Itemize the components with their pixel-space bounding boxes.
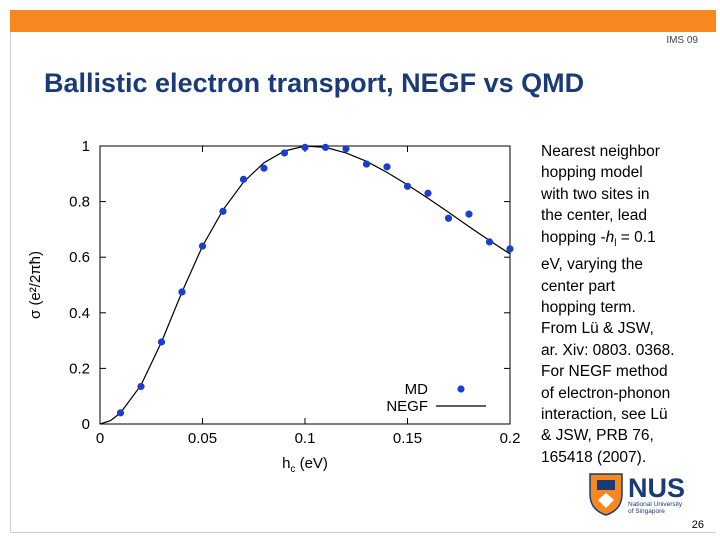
md-point bbox=[362, 160, 371, 168]
legend-label-negf: NEGF bbox=[386, 398, 428, 415]
note-line: hopping model bbox=[541, 164, 643, 182]
note-line: center part bbox=[541, 277, 616, 295]
md-point bbox=[116, 409, 125, 417]
y-tick-label: 0.6 bbox=[69, 249, 90, 266]
md-point bbox=[137, 382, 145, 391]
x-tick-label: 0 bbox=[96, 430, 104, 447]
x-tick-label: 0.15 bbox=[393, 430, 422, 447]
note-line: interaction, see Lü bbox=[541, 405, 668, 423]
md-point bbox=[157, 338, 166, 346]
md-point bbox=[485, 238, 494, 246]
x-tick-label: 0.1 bbox=[295, 430, 316, 447]
md-point bbox=[465, 210, 473, 218]
left-divider bbox=[10, 32, 11, 532]
note-line: of electron-phonon bbox=[541, 384, 671, 402]
y-tick-label: 0.2 bbox=[69, 360, 90, 377]
md-point bbox=[383, 163, 391, 171]
note-text: = 0.1 bbox=[616, 228, 656, 246]
slide-title: Ballistic electron transport, NEGF vs QM… bbox=[44, 68, 585, 98]
md-point bbox=[301, 143, 309, 151]
md-point bbox=[178, 288, 186, 296]
note-line: hopping term. bbox=[541, 298, 636, 316]
y-tick-label: 1 bbox=[82, 138, 90, 155]
legend-label-md: MD bbox=[405, 381, 428, 398]
y-tick-label: 0 bbox=[82, 416, 90, 433]
legend-marker-md bbox=[457, 385, 465, 393]
md-point bbox=[260, 164, 268, 172]
x-axis-label: hc (eV) bbox=[282, 455, 328, 475]
note-line: eV, varying the bbox=[541, 256, 643, 274]
logo-subtitle: of Singapore bbox=[628, 508, 665, 515]
slide bbox=[10, 10, 716, 534]
note-line: & JSW, PRB 76, bbox=[541, 427, 654, 445]
plot-frame bbox=[99, 145, 511, 425]
note-line: hopping -hl = 0.1 bbox=[541, 227, 701, 255]
logo-wordmark: NUS bbox=[628, 473, 685, 503]
md-point bbox=[506, 245, 514, 253]
note-symbol: h bbox=[605, 228, 615, 246]
bottom-divider bbox=[10, 532, 716, 533]
x-tick-label: 0.2 bbox=[500, 430, 521, 447]
accent-bar bbox=[10, 10, 716, 32]
event-tag: IMS 09 bbox=[666, 35, 698, 46]
nus-crest-icon: NUS National University of Singapore bbox=[589, 473, 685, 516]
note-text: hopping - bbox=[541, 228, 606, 246]
y-axis-label: σ (e²/2πħ) bbox=[27, 251, 44, 319]
note-line: For NEGF method bbox=[541, 363, 668, 381]
side-note: Nearest neighbor hopping model with two … bbox=[541, 141, 701, 468]
md-point bbox=[403, 182, 412, 190]
md-point bbox=[444, 214, 453, 222]
md-point bbox=[342, 145, 350, 153]
conductance-chart: 0 0.05 0.1 0.15 0.2 0 0.2 0.4 0.6 0.8 1 MD NEGF hc … bbox=[18, 128, 538, 478]
page-number: 26 bbox=[691, 519, 704, 531]
md-point bbox=[424, 189, 432, 197]
logo-subtitle: National University bbox=[628, 501, 683, 508]
md-point bbox=[321, 143, 330, 151]
negf-curve bbox=[99, 145, 511, 425]
nus-logo: NUS National University of Singapore bbox=[588, 470, 696, 516]
md-point bbox=[280, 149, 289, 157]
note-line: 165418 (2007). bbox=[541, 448, 647, 466]
md-point bbox=[219, 207, 227, 215]
note-line: From Lü & JSW, bbox=[541, 320, 654, 338]
note-line: Nearest neighbor bbox=[541, 143, 660, 160]
y-tick-label: 0.4 bbox=[69, 305, 90, 322]
note-line: the center, lead bbox=[541, 207, 647, 225]
md-point bbox=[239, 175, 248, 183]
md-point bbox=[198, 242, 207, 250]
note-subscript: l bbox=[614, 237, 617, 249]
note-line: with two sites in bbox=[541, 185, 650, 203]
x-tick-label: 0.05 bbox=[188, 430, 217, 447]
y-tick-label: 0.8 bbox=[69, 194, 90, 211]
note-line: ar. Xiv: 0803. 0368. bbox=[541, 341, 675, 359]
